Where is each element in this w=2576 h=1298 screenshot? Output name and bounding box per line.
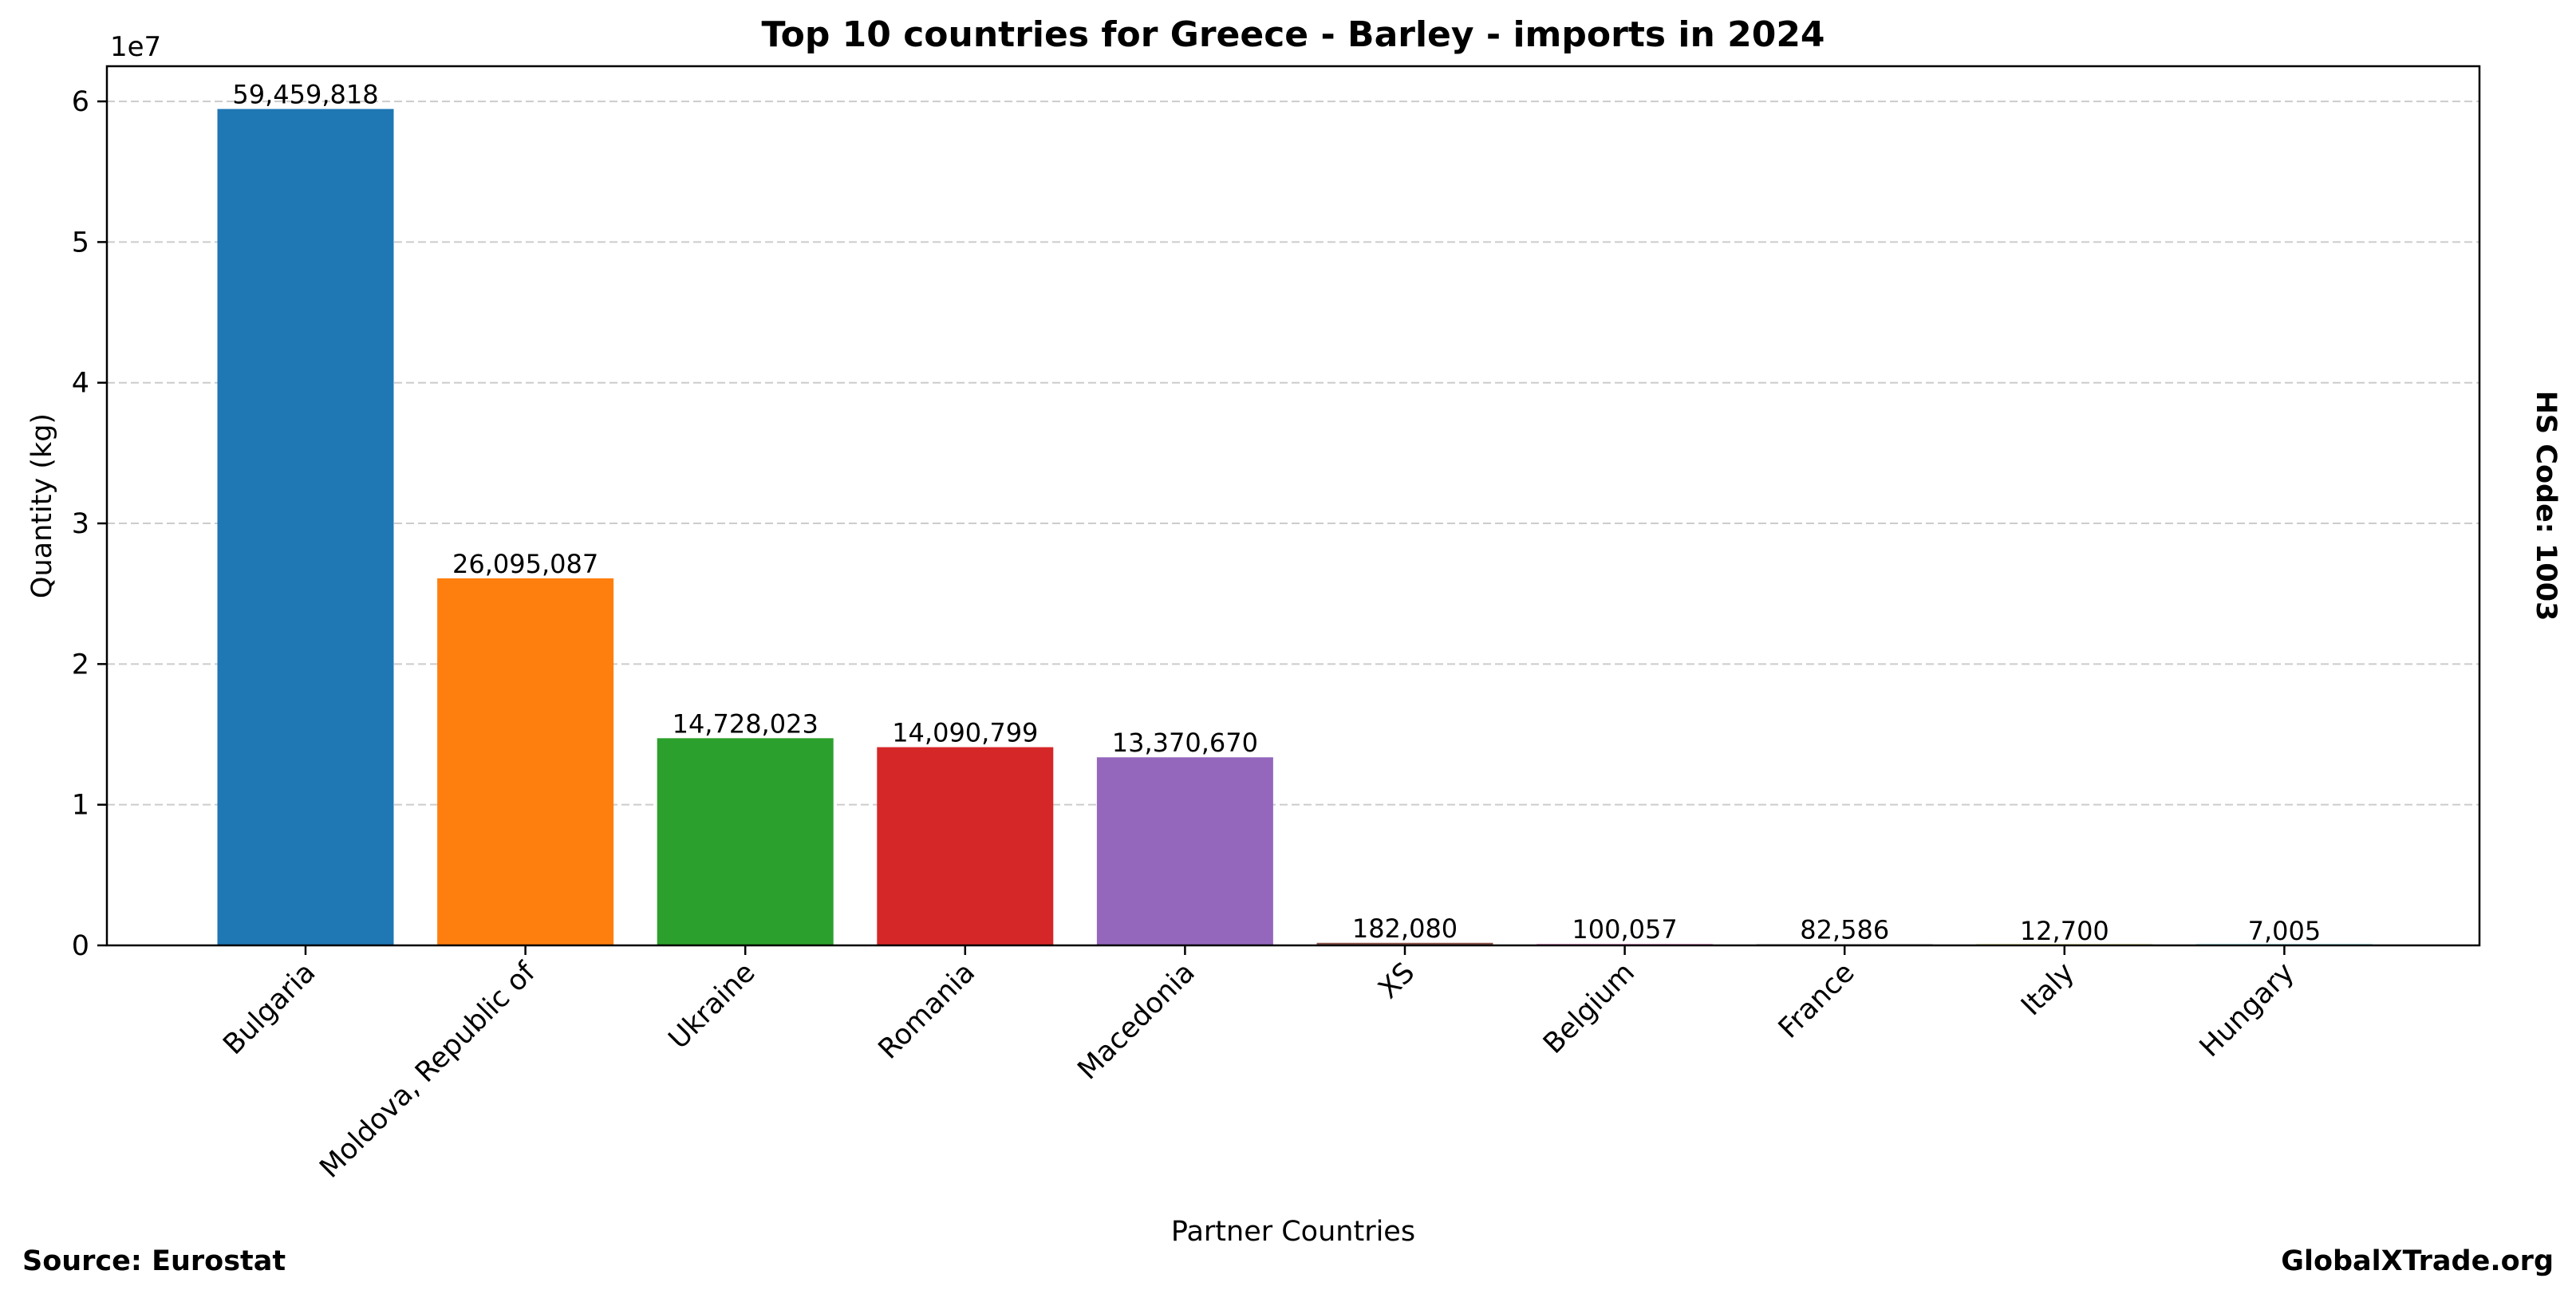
x-tick-label: Moldova, Republic of xyxy=(314,957,542,1185)
bar xyxy=(437,578,614,945)
bars xyxy=(217,108,2373,945)
bar-value-label: 26,095,087 xyxy=(452,549,598,579)
x-tick-label: Italy xyxy=(2015,957,2081,1022)
x-axis-label: Partner Countries xyxy=(1171,1216,1415,1248)
y-tick-label: 1 xyxy=(72,790,89,822)
y-tick-label: 0 xyxy=(72,930,89,962)
x-tick-label: Hungary xyxy=(2194,957,2301,1063)
brand-label: GlobalXTrade.org xyxy=(2281,1245,2554,1277)
value-labels: 59,459,818 26,095,087 14,728,023 14,090,799… xyxy=(232,80,2321,946)
bar-value-label: 59,459,818 xyxy=(232,80,378,110)
source-label: Source: Eurostat xyxy=(22,1245,286,1277)
y-axis-label: Quantity (kg) xyxy=(26,413,58,598)
y-tick-label: 6 xyxy=(72,86,89,118)
bar-value-label: 7,005 xyxy=(2248,916,2322,946)
x-tick-label: Romania xyxy=(873,957,982,1066)
x-tick-label: France xyxy=(1773,957,1861,1045)
bar xyxy=(657,738,834,945)
y-axis-offset-label: 1e7 xyxy=(110,31,161,63)
bar-value-label: 14,090,799 xyxy=(892,718,1038,748)
x-tick-label: Macedonia xyxy=(1072,957,1201,1086)
y-tick-label: 3 xyxy=(72,508,89,540)
bar xyxy=(877,747,1054,945)
bar-value-label: 12,700 xyxy=(2020,916,2109,946)
y-tick-label: 5 xyxy=(72,227,89,258)
x-tick-label: XS xyxy=(1372,957,1421,1005)
y-tick-label: 4 xyxy=(72,368,89,400)
bar xyxy=(217,108,394,945)
y-tick-label: 2 xyxy=(72,649,89,681)
x-tick-label: Belgium xyxy=(1537,957,1641,1060)
bar-value-label: 13,370,670 xyxy=(1112,728,1258,758)
x-tick-label: Bulgaria xyxy=(217,957,322,1061)
x-tick-label: Ukraine xyxy=(663,957,762,1055)
bar xyxy=(1316,942,1493,945)
bar-value-label: 82,586 xyxy=(1800,915,1889,945)
bar-value-label: 100,057 xyxy=(1572,914,1677,945)
chart-title: Top 10 countries for Greece - Barley - i… xyxy=(761,14,1825,55)
plot-frame xyxy=(105,65,2481,947)
y-axis-ticks: 0 1 2 3 4 5 6 xyxy=(72,86,107,962)
bar-value-label: 14,728,023 xyxy=(673,708,819,739)
bar-value-label: 182,080 xyxy=(1352,913,1458,944)
hs-code-label: HS Code: 1003 xyxy=(2530,391,2562,621)
bar xyxy=(1096,757,1273,945)
